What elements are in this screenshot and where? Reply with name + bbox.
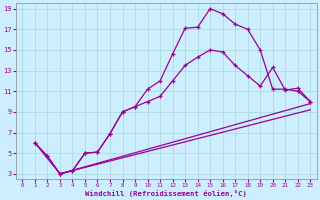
X-axis label: Windchill (Refroidissement éolien,°C): Windchill (Refroidissement éolien,°C)	[85, 190, 247, 197]
